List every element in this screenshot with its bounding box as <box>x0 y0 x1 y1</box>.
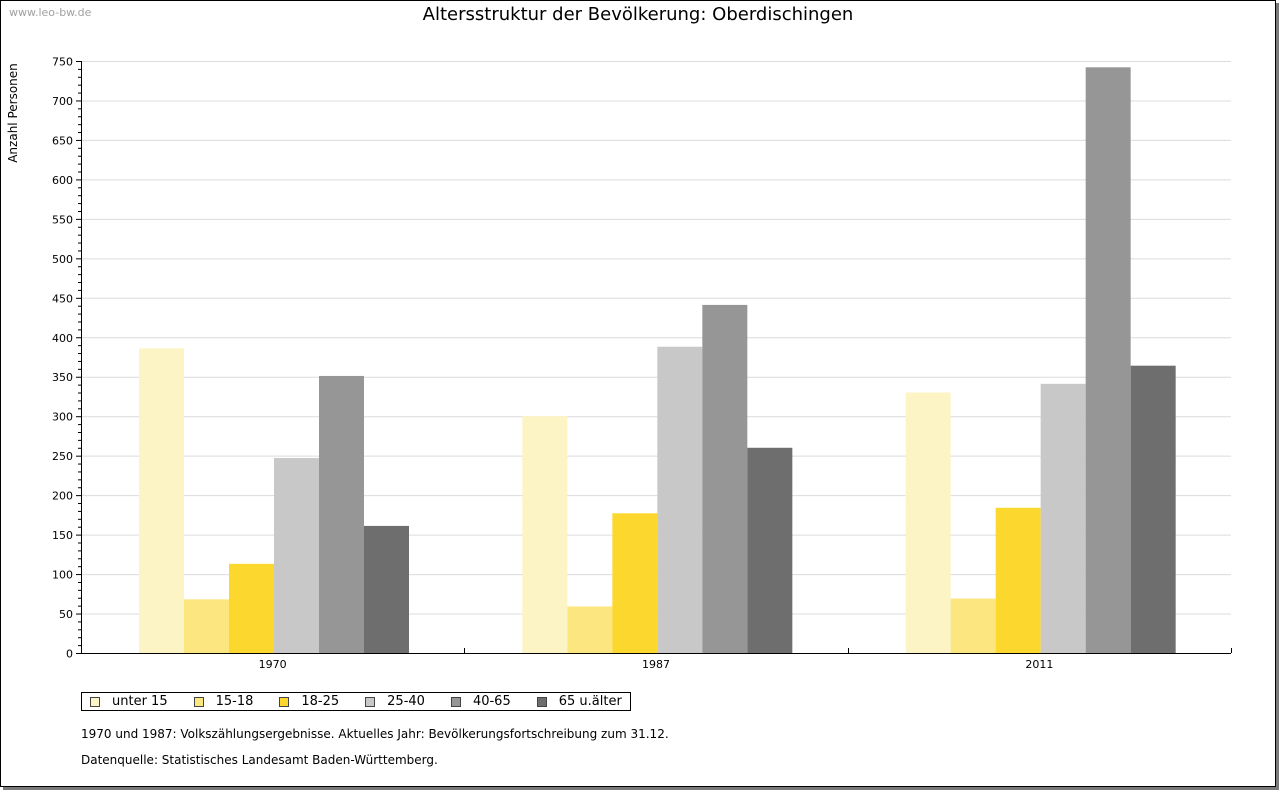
bar-40-65-2011 <box>1085 67 1131 653</box>
bar-unter-15-2011 <box>905 392 951 653</box>
legend-swatch <box>365 696 376 707</box>
legend-swatch <box>536 696 547 707</box>
bar-65-u-lter-1970 <box>364 525 409 653</box>
y-tick-label: 0 <box>66 648 73 661</box>
bar-65-u-lter-2011 <box>1130 365 1176 653</box>
legend-swatch <box>450 696 461 707</box>
y-tick-label: 450 <box>52 292 73 305</box>
y-tick-label: 100 <box>52 569 73 582</box>
legend-label: 65 u.älter <box>558 694 622 709</box>
y-tick-label: 150 <box>52 529 73 542</box>
bar-18-25-1987 <box>612 513 658 653</box>
note-census: 1970 und 1987: Volkszählungsergebnisse. … <box>81 727 669 741</box>
bar-unter-15-1970 <box>139 348 184 653</box>
y-tick-label: 250 <box>52 450 73 463</box>
bar-25-40-1987 <box>657 346 703 653</box>
note-source: Datenquelle: Statistisches Landesamt Bad… <box>81 753 438 767</box>
legend-label: 25-40 <box>387 694 425 709</box>
legend-item: 18-25 <box>279 694 339 709</box>
legend-item: unter 15 <box>90 694 168 709</box>
y-tick-label: 50 <box>59 608 73 621</box>
bar-40-65-1970 <box>319 375 364 653</box>
bar-25-40-1970 <box>274 458 319 653</box>
bar-unter-15-1987 <box>522 416 568 653</box>
y-tick-label: 700 <box>52 95 73 108</box>
chart-title: Altersstruktur der Bevölkerung: Oberdisc… <box>422 4 854 25</box>
legend-item: 40-65 <box>450 694 511 709</box>
y-tick-label: 750 <box>52 56 73 69</box>
y-tick-label: 200 <box>52 490 73 503</box>
y-tick-label: 300 <box>52 411 73 424</box>
bar-15-18-1987 <box>567 606 613 653</box>
x-tick-label-1987: 1987 <box>642 658 670 671</box>
bar-15-18-2011 <box>950 598 996 653</box>
y-tick-label: 500 <box>52 253 73 266</box>
legend-item: 65 u.älter <box>536 694 622 709</box>
bar-18-25-1970 <box>229 563 274 653</box>
x-tick-label-2011: 2011 <box>1025 658 1053 671</box>
y-tick-label: 650 <box>52 134 73 147</box>
legend-label: 18-25 <box>301 694 340 709</box>
y-tick-label: 550 <box>52 213 73 226</box>
legend-label: unter 15 <box>112 694 168 709</box>
bar-18-25-2011 <box>995 507 1041 653</box>
legend-label: 40-65 <box>472 694 511 709</box>
legend-swatch <box>90 696 100 707</box>
legend-item: 15-18 <box>193 694 254 709</box>
bar-65-u-lter-1987 <box>747 447 793 653</box>
bar-25-40-2011 <box>1040 383 1086 653</box>
y-tick-label: 600 <box>52 174 73 187</box>
bar-40-65-1987 <box>702 304 748 653</box>
legend-item: 25-40 <box>365 694 425 709</box>
legend-swatch <box>193 696 204 707</box>
bar-15-18-1970 <box>184 599 229 653</box>
y-tick-label: 350 <box>52 371 73 384</box>
legend-swatch <box>279 696 290 707</box>
x-tick-label-1970: 1970 <box>259 658 287 671</box>
legend: unter 15 15-18 18-25 25-40 40-65 65 u.älter <box>81 692 631 711</box>
y-tick-label: 400 <box>52 332 73 345</box>
watermark: www.leo-bw.de <box>9 6 92 19</box>
legend-label: 15-18 <box>215 694 254 709</box>
chart-plot: 0 50 100 150 200 250 300 350 400 450 500 550 600 650 7… <box>52 56 1232 671</box>
